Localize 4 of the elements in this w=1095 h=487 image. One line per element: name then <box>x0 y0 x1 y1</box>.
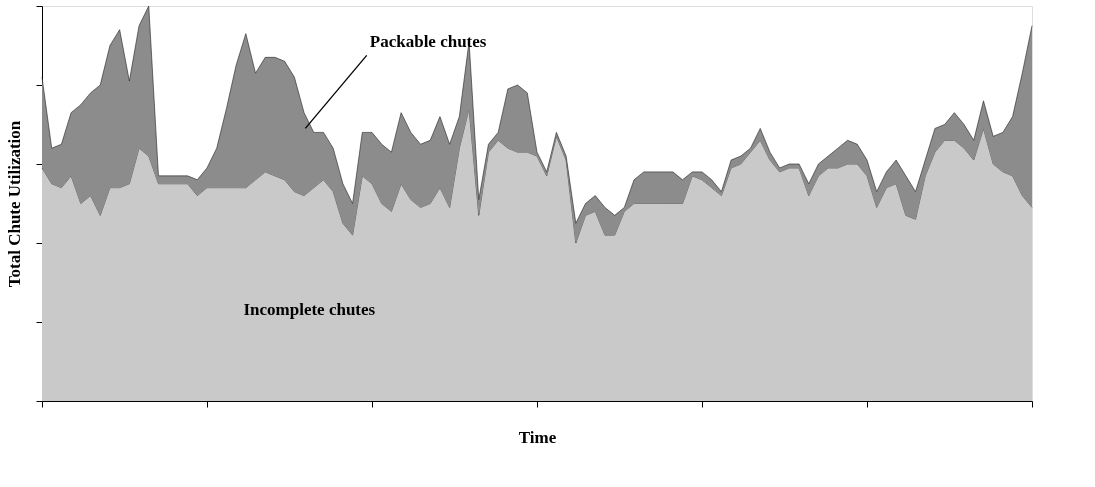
y-axis-title: Total Chute Utilization <box>5 120 24 288</box>
series-label: Incomplete chutes <box>243 300 376 320</box>
series-label: Packable chutes <box>369 31 487 51</box>
x-axis-title: Time <box>518 428 557 447</box>
